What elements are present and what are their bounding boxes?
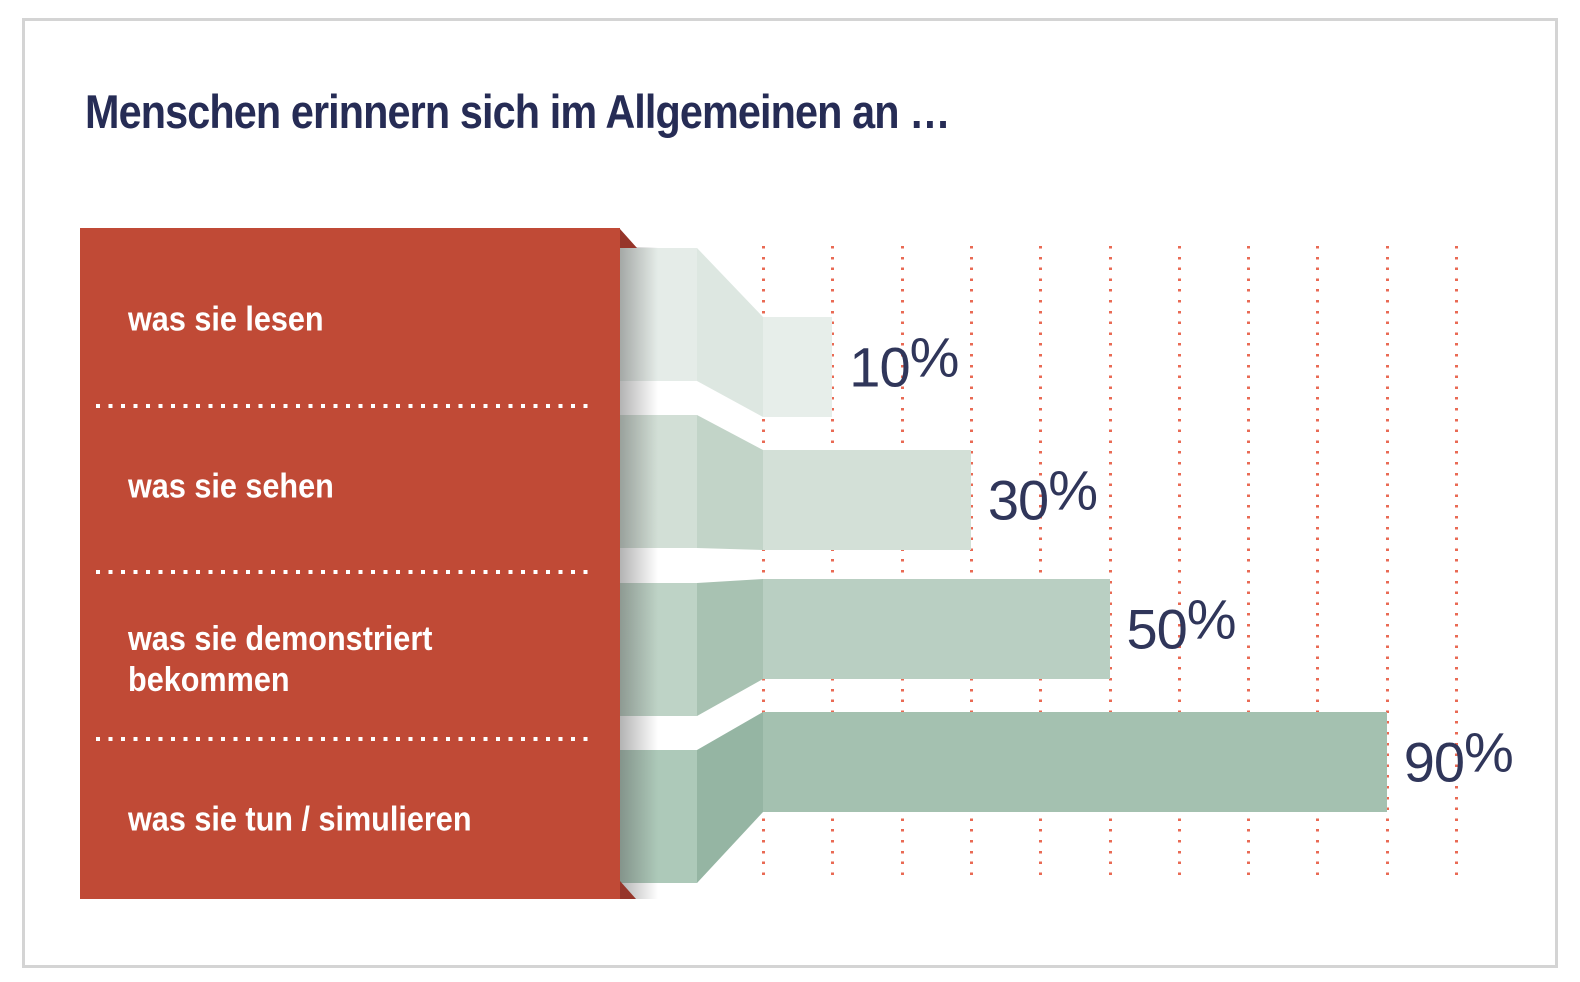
percent-sign: %: [1186, 587, 1237, 651]
bar-1: [763, 450, 971, 550]
bar-band-3: [620, 750, 697, 883]
grid-line-60pct: [1177, 246, 1181, 880]
category-panel: [80, 228, 620, 899]
category-label-2: was sie demonstriert bekommen: [128, 620, 433, 699]
panel-fold-bottom: [620, 881, 636, 899]
grid-line-50pct: [1108, 246, 1112, 880]
value-label-3: 90%: [1403, 720, 1514, 795]
panel-separator-0: [96, 404, 594, 408]
panel-fold-top: [620, 229, 637, 248]
bar-2: [763, 579, 1110, 679]
value-label-2: 50%: [1126, 587, 1237, 662]
value-label-1: 30%: [987, 458, 1098, 533]
panel-separator-1: [96, 570, 594, 574]
grid-line-10pct: [831, 246, 835, 880]
bar-0: [763, 317, 833, 417]
grid-line-40pct: [1039, 246, 1043, 880]
bar-funnel-0: [697, 248, 763, 417]
bar-band-2: [620, 583, 697, 716]
category-label-1: was sie sehen: [128, 467, 334, 506]
category-label-3: was sie tun / simulieren: [128, 800, 472, 839]
chart-title: Menschen erinnern sich im Allgemeinen an…: [85, 85, 951, 138]
grid-line-80pct: [1316, 246, 1320, 880]
value-number: 30: [987, 468, 1049, 532]
value-label-0: 10%: [849, 325, 959, 400]
bar-funnel-3: [697, 712, 763, 883]
grid-line-0pct: [762, 246, 765, 880]
bar-funnel-2: [697, 579, 763, 716]
category-label-0: was sie lesen: [128, 300, 324, 339]
panel-separator-2: [96, 737, 594, 741]
percent-sign: %: [1048, 458, 1098, 522]
bar-3: [763, 712, 1387, 812]
grid-line-70pct: [1247, 246, 1251, 880]
percent-sign: %: [909, 325, 960, 389]
grid-line-90pct: [1385, 246, 1389, 880]
bar-band-0: [620, 248, 697, 381]
value-number: 90: [1403, 730, 1465, 794]
bar-funnel-1: [697, 415, 763, 550]
bar-band-1: [620, 415, 697, 548]
value-number: 10: [849, 335, 910, 399]
value-number: 50: [1126, 597, 1188, 661]
grid-line-20pct: [900, 246, 904, 880]
grid-line-100pct: [1455, 246, 1458, 880]
grid-line-30pct: [969, 246, 973, 880]
percent-sign: %: [1463, 720, 1514, 784]
